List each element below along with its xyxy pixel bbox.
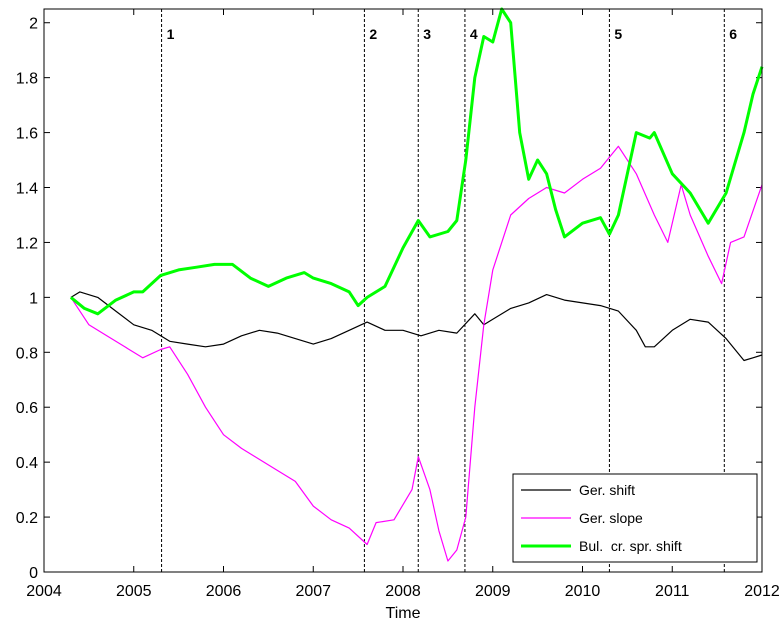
legend-label: Ger. shift — [579, 482, 635, 498]
x-axis-label: Time — [386, 605, 421, 622]
y-tick-label: 1.6 — [16, 126, 38, 143]
legend-label: Ger. slope — [579, 510, 643, 526]
y-tick-label: 0 — [29, 565, 38, 582]
y-tick-label: 0.6 — [16, 400, 38, 417]
event-label: 3 — [423, 26, 431, 42]
event-label: 1 — [167, 26, 175, 42]
x-tick-label: 2011 — [655, 583, 690, 600]
x-tick-label: 2010 — [565, 583, 601, 600]
x-tick-label: 2007 — [295, 583, 331, 600]
y-tick-label: 1.8 — [16, 71, 38, 88]
series-line — [70, 145, 763, 562]
plot-frame — [43, 8, 763, 573]
y-tick-label: 1.2 — [16, 235, 38, 252]
x-tick-label: 2004 — [26, 583, 62, 600]
series-line — [69, 7, 764, 316]
series-line — [70, 291, 763, 362]
y-tick-label: 2 — [29, 16, 38, 33]
x-tick-label: 2012 — [744, 583, 780, 600]
x-tick-label: 2006 — [206, 583, 242, 600]
y-tick-label: 0.8 — [16, 345, 38, 362]
y-tick-label: 1 — [29, 290, 38, 307]
y-tick-label: 0.2 — [16, 510, 38, 527]
x-tick-label: 2009 — [475, 583, 511, 600]
legend-label: Bul. cr. spr. shift — [579, 538, 682, 554]
event-label: 2 — [369, 26, 377, 42]
y-tick-label: 0.4 — [16, 455, 38, 472]
y-tick-label: 1.4 — [16, 181, 38, 198]
event-label: 4 — [470, 26, 478, 42]
x-tick-label: 2008 — [385, 583, 421, 600]
x-tick-label: 2005 — [116, 583, 152, 600]
event-label: 6 — [729, 26, 737, 42]
event-label: 5 — [614, 26, 622, 42]
